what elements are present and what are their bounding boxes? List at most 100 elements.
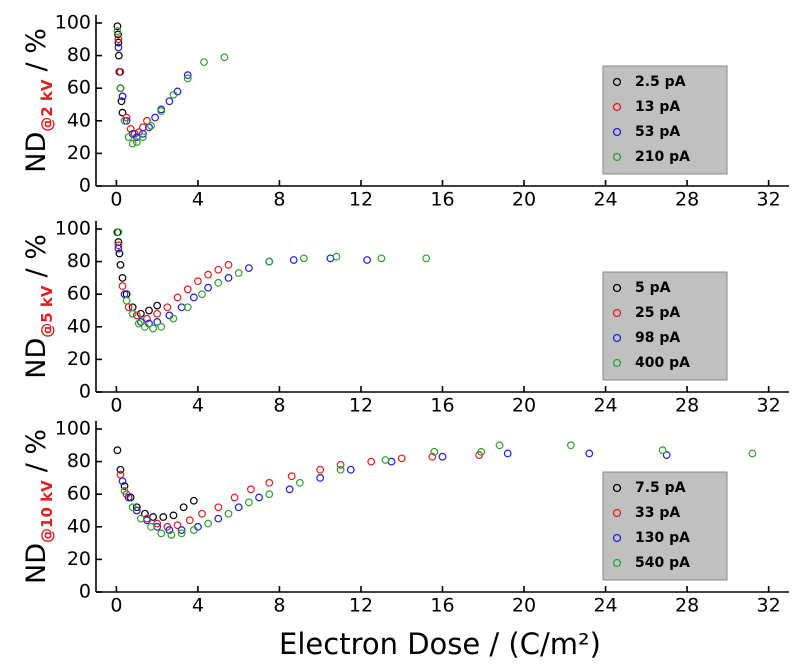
data-point xyxy=(198,290,206,299)
data-point xyxy=(147,121,155,130)
data-point xyxy=(300,254,308,263)
y-tick-label: 80 xyxy=(67,250,91,272)
data-point xyxy=(114,35,123,44)
x-tick-label: 4 xyxy=(192,595,204,617)
x-tick-label: 20 xyxy=(512,595,536,617)
y-tick-label: 60 xyxy=(67,483,91,505)
legend-label: 540 pA xyxy=(635,555,690,571)
data-point xyxy=(567,441,575,450)
data-point xyxy=(132,503,141,512)
data-point xyxy=(117,97,126,106)
data-point xyxy=(495,441,504,450)
y-tick-label: 40 xyxy=(67,515,91,537)
data-point xyxy=(336,465,345,474)
data-point xyxy=(126,125,135,133)
data-point xyxy=(120,116,129,125)
data-point xyxy=(122,296,131,305)
y-label-subscript: @2 kV xyxy=(38,79,56,132)
data-point xyxy=(255,493,263,502)
data-point xyxy=(346,465,355,474)
data-point xyxy=(116,84,125,93)
x-tick-label: 28 xyxy=(675,395,699,417)
data-point xyxy=(128,139,137,148)
data-point xyxy=(115,249,124,258)
data-point xyxy=(159,513,168,521)
data-point xyxy=(116,260,125,269)
data-point xyxy=(124,133,133,142)
y-tick-label: 20 xyxy=(67,548,91,570)
data-point xyxy=(316,465,325,474)
data-point xyxy=(145,123,153,132)
data-point xyxy=(295,478,304,487)
data-point xyxy=(662,451,671,459)
data-point xyxy=(189,293,198,302)
x-tick-label: 28 xyxy=(675,595,699,617)
data-point xyxy=(179,503,188,512)
data-point xyxy=(157,322,166,331)
y-tick-label: 80 xyxy=(67,44,91,66)
data-point xyxy=(114,241,123,250)
data-point xyxy=(132,311,141,320)
data-point xyxy=(367,457,376,466)
data-point xyxy=(169,511,178,520)
legend-marker xyxy=(612,283,622,293)
data-point xyxy=(422,254,431,263)
data-point xyxy=(124,303,133,312)
data-point xyxy=(748,449,757,458)
data-point xyxy=(336,460,345,469)
x-tick-label: 28 xyxy=(675,189,699,211)
y-tick-label: 40 xyxy=(67,315,91,337)
data-point xyxy=(185,516,194,525)
legend-label: 33 pA xyxy=(635,505,680,521)
x-tick-label: 0 xyxy=(110,395,122,417)
data-point xyxy=(183,303,192,312)
data-point xyxy=(224,509,233,518)
data-point xyxy=(183,71,192,80)
data-point xyxy=(128,309,137,318)
data-point xyxy=(134,319,143,328)
legend-label: 13 pA xyxy=(635,99,680,115)
data-point xyxy=(118,108,127,117)
data-point xyxy=(381,456,390,464)
legend-label: 98 pA xyxy=(635,330,680,346)
x-tick-label: 20 xyxy=(512,189,536,211)
y-tick-label: 60 xyxy=(67,283,91,305)
data-point xyxy=(173,293,182,302)
x-tick-label: 4 xyxy=(192,189,204,211)
data-point xyxy=(204,519,213,528)
y-tick-label: 0 xyxy=(79,175,91,197)
data-point xyxy=(118,477,127,486)
data-point xyxy=(132,138,141,146)
legend-marker xyxy=(612,508,622,518)
data-point xyxy=(430,447,439,456)
data-point xyxy=(151,113,160,122)
legend-marker xyxy=(612,127,622,137)
data-point xyxy=(285,485,294,494)
data-point xyxy=(153,519,162,528)
data-point xyxy=(224,260,233,269)
x-tick-label: 32 xyxy=(757,595,781,617)
x-tick-label: 12 xyxy=(349,189,373,211)
y-label-unit: / % xyxy=(21,429,52,472)
data-point xyxy=(214,514,223,523)
data-point xyxy=(153,318,162,326)
y-tick-label: 0 xyxy=(79,381,91,403)
data-point xyxy=(204,283,213,292)
data-point xyxy=(147,522,155,531)
data-point xyxy=(118,274,127,282)
data-point xyxy=(247,485,255,494)
x-tick-label: 24 xyxy=(593,595,617,617)
data-point xyxy=(165,526,174,534)
legend-marker xyxy=(612,558,622,568)
x-tick-label: 16 xyxy=(430,395,454,417)
legend-marker xyxy=(612,102,622,112)
data-point xyxy=(265,257,274,266)
data-point xyxy=(214,265,223,274)
data-point xyxy=(244,264,253,273)
y-tick-label: 20 xyxy=(67,142,91,164)
data-point xyxy=(136,318,145,326)
legend-label: 2.5 pA xyxy=(635,74,686,90)
data-point xyxy=(428,452,437,461)
data-point xyxy=(138,129,147,138)
x-tick-label: 8 xyxy=(273,189,285,211)
